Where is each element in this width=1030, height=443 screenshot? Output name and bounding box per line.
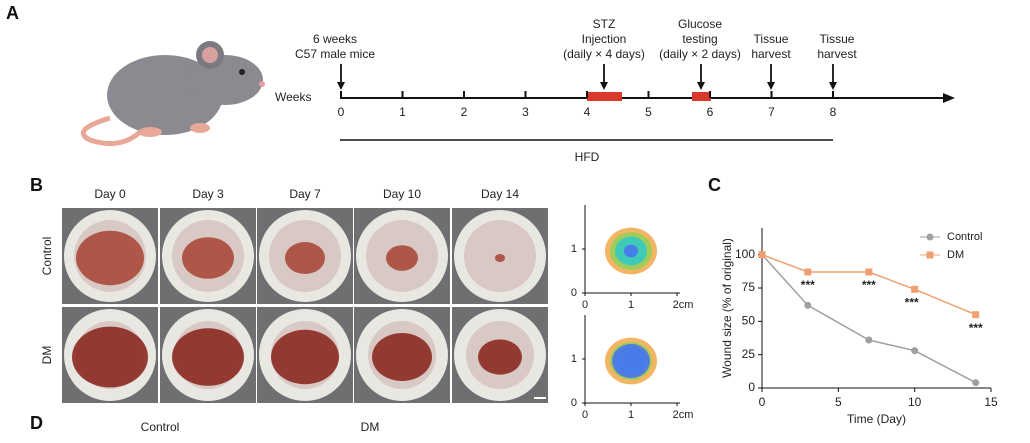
wound bbox=[495, 254, 505, 262]
event-label: Injection bbox=[582, 32, 627, 46]
wound bbox=[182, 237, 234, 279]
week-label: 0 bbox=[338, 105, 345, 119]
week-label: 7 bbox=[768, 105, 775, 119]
panel-label: D bbox=[30, 413, 43, 433]
event-arrowhead bbox=[337, 82, 345, 90]
y-tick-label: 75 bbox=[742, 280, 756, 294]
point bbox=[972, 379, 980, 387]
map-tick-label: 2cm bbox=[673, 299, 694, 311]
panel-label: B bbox=[30, 175, 43, 195]
week-label: 6 bbox=[707, 105, 714, 119]
map-tick-label: 1 bbox=[571, 353, 577, 365]
event-label: STZ bbox=[593, 17, 616, 31]
event-label: harvest bbox=[751, 47, 791, 61]
panel-label: C bbox=[708, 175, 721, 195]
day-label: Day 10 bbox=[383, 187, 421, 201]
event-label: Glucose bbox=[678, 17, 722, 31]
legend-label: DM bbox=[947, 249, 964, 261]
day-label: Day 7 bbox=[289, 187, 321, 201]
point bbox=[865, 336, 873, 344]
week-label: 8 bbox=[830, 105, 837, 119]
significance: *** bbox=[801, 278, 815, 292]
week-label: 1 bbox=[399, 105, 406, 119]
stz-period bbox=[587, 92, 622, 101]
map-tick-label: 0 bbox=[582, 299, 588, 311]
point bbox=[972, 311, 980, 319]
x-axis-title: Time (Day) bbox=[847, 412, 906, 426]
event-arrowhead bbox=[600, 82, 608, 90]
y-tick-label: 0 bbox=[748, 380, 755, 394]
point bbox=[911, 285, 919, 293]
group-label: Control bbox=[141, 420, 180, 434]
x-tick-label: 5 bbox=[835, 395, 842, 409]
y-tick-label: 50 bbox=[742, 314, 756, 328]
panel-label: A bbox=[6, 3, 19, 23]
point bbox=[804, 268, 812, 276]
significance: *** bbox=[905, 296, 919, 310]
group-label: DM bbox=[361, 420, 380, 434]
weeks-label: Weeks bbox=[275, 90, 311, 104]
map-tick-label: 1 bbox=[571, 243, 577, 255]
event-label: testing bbox=[682, 32, 717, 46]
event-arrowhead bbox=[767, 82, 775, 90]
legend-label: Control bbox=[947, 231, 982, 243]
event-label: harvest bbox=[817, 47, 857, 61]
map-tick-label: 2cm bbox=[673, 409, 694, 421]
event-label: (daily × 2 days) bbox=[659, 47, 741, 61]
map-tick-label: 1 bbox=[628, 299, 634, 311]
week-label: 3 bbox=[522, 105, 529, 119]
map-tick-label: 0 bbox=[582, 409, 588, 421]
day-label: Day 3 bbox=[192, 187, 224, 201]
week-label: 4 bbox=[584, 105, 591, 119]
y-tick-label: 25 bbox=[742, 347, 756, 361]
significance: *** bbox=[862, 278, 876, 292]
wound-maps: 0 1 2cm 0 1 0 1 2cm 0 1 bbox=[571, 205, 694, 421]
wound bbox=[478, 339, 522, 375]
event-label: Tissue bbox=[754, 32, 789, 46]
significance: *** bbox=[969, 321, 983, 335]
line-chart: 0 25 50 75 100 0 5 10 15 Time (Day) Wound size (% … bbox=[720, 228, 998, 426]
event-arrowhead bbox=[697, 82, 705, 90]
wound bbox=[386, 245, 418, 271]
map-contour bbox=[612, 343, 650, 379]
glucose-period bbox=[692, 92, 711, 101]
week-label: 5 bbox=[645, 105, 652, 119]
week-label: 2 bbox=[461, 105, 468, 119]
event-arrowhead bbox=[829, 82, 837, 90]
x-tick-label: 15 bbox=[984, 395, 998, 409]
map-tick-label: 1 bbox=[628, 409, 634, 421]
point bbox=[758, 251, 766, 259]
y-tick-label: 100 bbox=[735, 247, 755, 261]
point bbox=[865, 268, 873, 276]
wound bbox=[271, 329, 339, 385]
mouse-illustration bbox=[80, 41, 265, 147]
wound bbox=[372, 333, 432, 381]
row-label: DM bbox=[40, 346, 54, 365]
event-label: 6 weeks bbox=[313, 32, 357, 46]
wound bbox=[172, 328, 244, 386]
event-label: Tissue bbox=[820, 32, 855, 46]
map-contour bbox=[624, 244, 638, 258]
map-tick-label: 0 bbox=[571, 397, 577, 409]
y-axis-title: Wound size (% of original) bbox=[720, 238, 734, 378]
wound bbox=[72, 326, 148, 388]
x-tick-label: 0 bbox=[759, 395, 766, 409]
wound bbox=[76, 230, 144, 286]
event-label: (daily × 4 days) bbox=[563, 47, 645, 61]
diet-label: HFD bbox=[575, 150, 600, 164]
point bbox=[911, 347, 919, 355]
row-label: Control bbox=[40, 237, 54, 276]
wound-photos: Day 0 Day 3 Day 7 Day 10 Day 14 Control DM bbox=[40, 187, 548, 403]
map-tick-label: 0 bbox=[571, 287, 577, 299]
event-label: C57 male mice bbox=[295, 47, 375, 61]
wound bbox=[285, 242, 325, 274]
day-label: Day 0 bbox=[94, 187, 126, 201]
x-tick-label: 10 bbox=[908, 395, 922, 409]
point bbox=[804, 301, 812, 309]
day-label: Day 14 bbox=[481, 187, 519, 201]
